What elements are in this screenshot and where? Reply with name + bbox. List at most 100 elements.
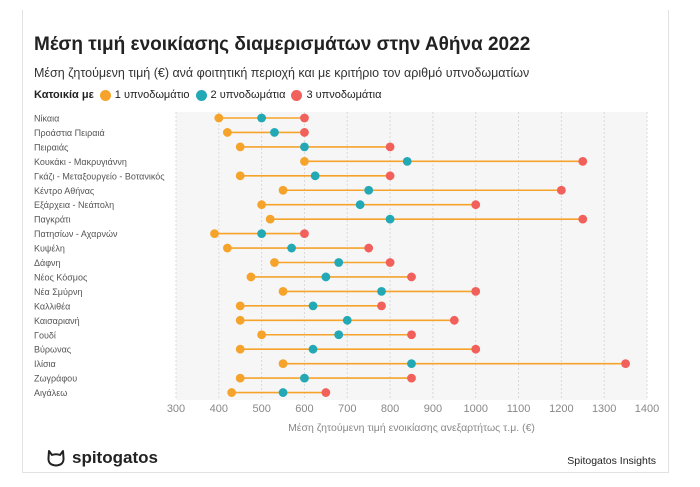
point-s2-13 [308,301,318,311]
point-s2-8 [257,229,267,239]
legend-label-2: 2 υπνοδωμάτια [210,89,286,101]
legend: Κατοικία με 1 υπνοδωμάτιο 2 υπνοδωμάτια … [34,89,387,101]
chart-subtitle: Μέση ζητούμενη τιμή (€) ανά φοιτητική πε… [34,66,530,80]
point-s2-1 [270,128,279,137]
row-label-5: Κέντρο Αθήνας [34,186,95,196]
chart-title: Μέση τιμή ενοικίασης διαμερισμάτων στην … [34,34,531,55]
point-s2-11 [321,272,331,282]
plot-background [176,112,647,400]
legend-item-3: 3 υπνοδωμάτια [291,89,381,101]
x-tick-label-1200: 1200 [549,403,573,415]
point-s2-2 [300,142,309,152]
point-s3-13 [377,301,386,311]
row-label-13: Καλλιθέα [34,301,70,311]
point-s1-11 [246,272,256,282]
point-s1-14 [235,315,245,325]
point-s1-7 [265,214,275,224]
point-s1-16 [235,344,245,354]
point-s2-6 [355,200,365,210]
point-s3-2 [385,142,395,152]
row-label-10: Δάφνη [34,258,61,268]
row-label-9: Κυψέλη [34,244,65,254]
footer-credit: Spitogatos Insights [567,455,656,467]
row-label-17: Ιλίσια [34,359,56,369]
point-s3-4 [385,171,395,181]
point-s2-15 [334,330,344,340]
legend-label-1: 1 υπνοδωμάτιο [114,89,190,101]
x-tick-label-400: 400 [210,403,228,415]
point-s1-15 [257,330,267,340]
point-s3-7 [578,214,588,224]
point-s3-10 [385,258,395,267]
row-label-7: Παγκράτι [34,215,71,225]
point-s3-17 [621,359,630,369]
row-label-8: Πατησίων - Αχαρνών [34,229,118,239]
row-label-18: Ζωγράφου [34,374,77,384]
row-label-2: Πειραιάς [34,142,69,152]
point-s2-3 [402,156,412,166]
point-s1-8 [210,229,219,239]
point-s3-19 [321,388,331,397]
row-label-11: Νέος Κόσμος [34,272,88,282]
x-tick-label-1000: 1000 [463,403,487,415]
point-s3-0 [300,113,309,123]
point-s2-16 [308,344,318,354]
row-label-15: Γουδί [34,330,56,340]
row-label-0: Νίκαια [34,114,59,124]
point-s1-3 [300,156,309,166]
point-s1-17 [278,359,288,369]
point-s2-5 [364,185,374,195]
legend-label-3: 3 υπνοδωμάτια [306,89,382,101]
point-s3-8 [300,229,309,239]
point-s2-4 [310,171,320,181]
point-s2-19 [278,388,288,397]
legend-dot-3 [291,89,303,101]
point-s1-1 [222,128,232,137]
point-s3-11 [407,272,416,282]
x-tick-label-500: 500 [252,403,270,415]
legend-title: Κατοικία με [34,89,94,101]
legend-item-2: 2 υπνοδωμάτια [195,89,286,101]
row-label-16: Βύρωνας [34,345,72,355]
point-s3-16 [471,344,481,354]
point-s1-6 [257,200,267,210]
x-tick-label-900: 900 [424,403,442,415]
point-s3-6 [471,200,481,210]
point-s1-5 [278,185,288,195]
cat-logo-icon [47,450,65,467]
point-s2-0 [257,113,267,123]
legend-item-1: 1 υπνοδωμάτιο [99,89,190,101]
x-tick-label-800: 800 [381,403,399,415]
point-s2-12 [377,287,386,296]
row-label-3: Κουκάκι - Μακρυγιάννη [34,157,127,167]
point-s3-5 [556,185,566,195]
point-s1-2 [235,142,245,152]
legend-dot-1 [99,89,111,101]
point-s1-9 [222,243,232,253]
x-tick-label-1400: 1400 [635,403,659,415]
x-tick-label-1300: 1300 [592,403,616,415]
point-s3-3 [578,156,588,166]
point-s2-14 [342,315,352,325]
point-s1-10 [270,258,279,267]
point-s3-15 [407,330,416,340]
point-s1-4 [235,171,245,181]
row-label-6: Εξάρχεια - Νεάπολη [34,200,114,210]
brand-logo: spitogatos [46,448,158,468]
point-s1-0 [214,113,224,123]
x-tick-label-600: 600 [295,403,313,415]
point-s2-7 [385,214,395,224]
point-s1-19 [227,388,237,397]
point-s2-10 [334,258,344,267]
point-s3-12 [471,287,481,296]
x-tick-label-1100: 1100 [507,403,531,415]
point-s3-14 [449,315,459,325]
point-s3-9 [364,243,374,253]
x-tick-label-700: 700 [338,403,356,415]
brand-name: spitogatos [72,448,158,467]
point-s3-1 [300,128,309,137]
point-s1-13 [235,301,245,311]
point-s1-12 [278,287,288,296]
row-label-1: Προάστια Πειραιά [34,128,105,138]
